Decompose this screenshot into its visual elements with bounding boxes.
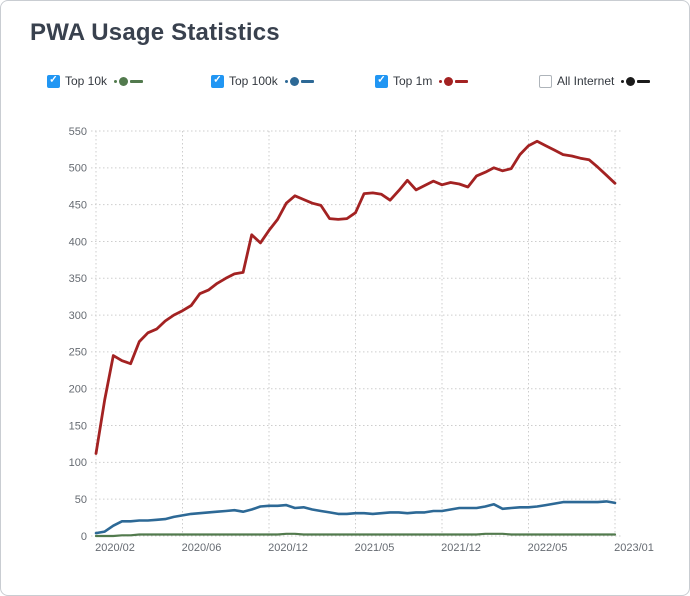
svg-text:50: 50 xyxy=(75,494,87,506)
series-marker-top-1m xyxy=(439,76,469,86)
legend-label: Top 10k xyxy=(65,74,108,88)
legend-item-top-10k[interactable]: ✓ Top 10k xyxy=(47,74,144,88)
svg-text:2022/05: 2022/05 xyxy=(528,542,568,554)
series-marker-top-100k xyxy=(284,76,314,86)
checkbox-all-internet[interactable]: ✓ xyxy=(539,74,552,88)
svg-text:350: 350 xyxy=(69,273,87,285)
legend-label: Top 1m xyxy=(393,74,433,88)
checkmark-icon: ✓ xyxy=(49,74,58,86)
chart-legend: ✓ Top 10k ✓ Top 100k ✓ Top 1m ✓ All Inte… xyxy=(1,74,689,92)
checkbox-top-1m[interactable]: ✓ xyxy=(375,74,388,88)
legend-item-all-internet[interactable]: ✓ All Internet xyxy=(539,74,651,88)
svg-text:550: 550 xyxy=(69,126,87,138)
checkmark-icon: ✓ xyxy=(213,74,222,86)
legend-label: All Internet xyxy=(557,74,615,88)
page-title: PWA Usage Statistics xyxy=(30,19,280,46)
checkbox-top-10k[interactable]: ✓ xyxy=(47,74,60,88)
series-marker-all-internet xyxy=(621,76,651,86)
svg-text:450: 450 xyxy=(69,199,87,211)
legend-label: Top 100k xyxy=(229,74,278,88)
svg-text:400: 400 xyxy=(69,236,87,248)
series-marker-top-10k xyxy=(114,76,144,86)
svg-text:250: 250 xyxy=(69,347,87,359)
svg-text:500: 500 xyxy=(69,163,87,175)
checkbox-top-100k[interactable]: ✓ xyxy=(211,74,224,88)
svg-text:2020/02: 2020/02 xyxy=(95,542,135,554)
svg-text:2021/05: 2021/05 xyxy=(355,542,395,554)
svg-text:100: 100 xyxy=(69,457,87,469)
svg-text:2023/01: 2023/01 xyxy=(614,542,654,554)
svg-text:150: 150 xyxy=(69,420,87,432)
checkmark-icon: ✓ xyxy=(377,74,386,86)
svg-text:2021/12: 2021/12 xyxy=(441,542,481,554)
svg-text:0: 0 xyxy=(81,531,87,543)
legend-item-top-100k[interactable]: ✓ Top 100k xyxy=(211,74,314,88)
svg-text:2020/06: 2020/06 xyxy=(182,542,222,554)
svg-text:200: 200 xyxy=(69,384,87,396)
svg-text:300: 300 xyxy=(69,310,87,322)
svg-text:2020/12: 2020/12 xyxy=(268,542,308,554)
legend-item-top-1m[interactable]: ✓ Top 1m xyxy=(375,74,469,88)
